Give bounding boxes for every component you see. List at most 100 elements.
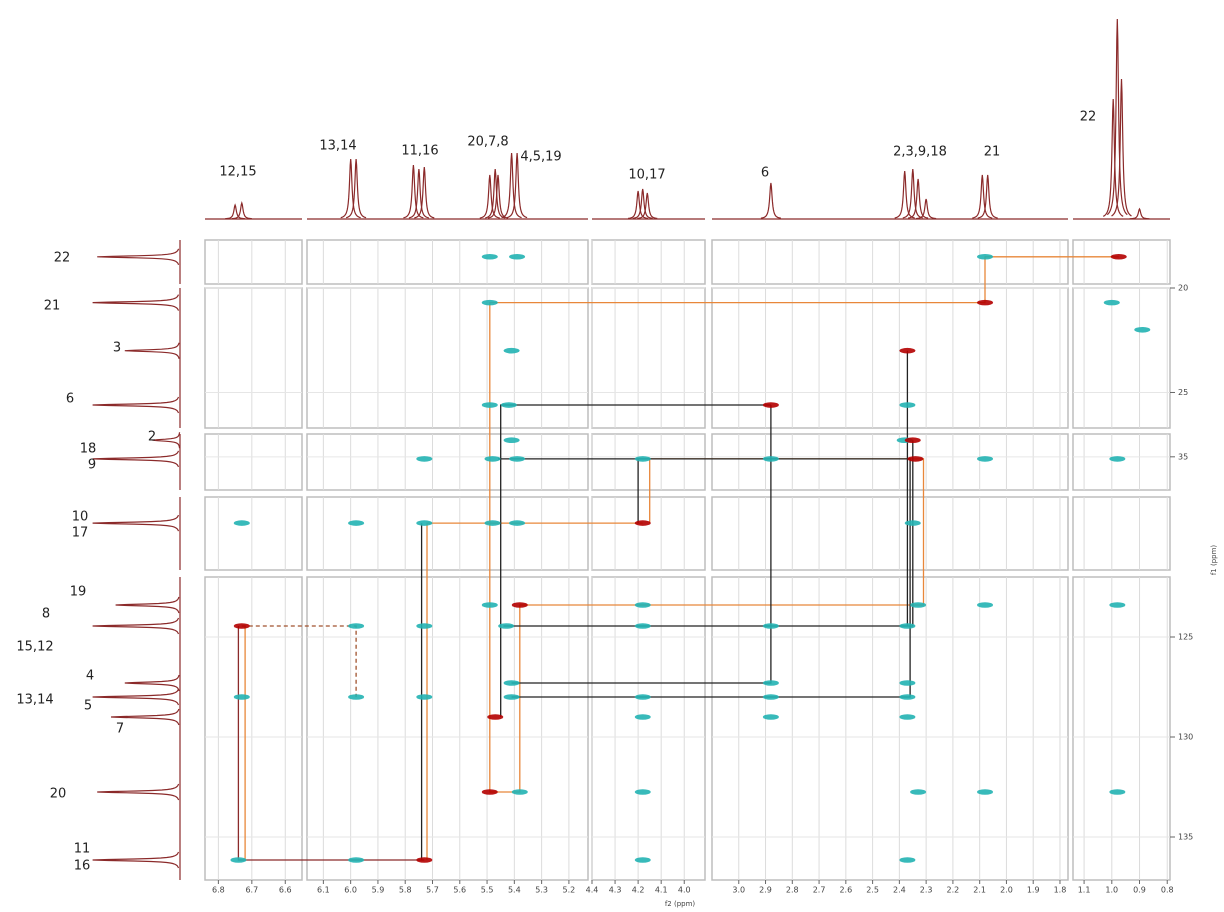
f1-peak: [92, 396, 180, 414]
f2-peak: [637, 192, 658, 219]
cross-peak: [899, 680, 916, 686]
f2-peak: [506, 152, 528, 219]
f1-peak-label: 10: [72, 510, 89, 525]
x-tick-label: 4.1: [655, 886, 668, 895]
f1-peak: [92, 688, 180, 706]
cross-peak: [503, 347, 520, 354]
correlation-path: [498, 458, 911, 698]
x-tick-label: 5.4: [508, 886, 521, 895]
cross-peak: [899, 857, 916, 863]
f1-peak: [92, 294, 180, 311]
correlation-path: [489, 256, 1119, 793]
f2-peak: [403, 164, 424, 219]
panel-frame: [306, 433, 589, 491]
f2-peak: [1129, 207, 1150, 220]
panel-frame: [711, 576, 1069, 881]
panel-frame: [1072, 433, 1171, 491]
cross-peak: [509, 520, 526, 526]
cross-peak: [634, 456, 651, 462]
f2-peak: [972, 174, 993, 219]
cross-peak: [481, 602, 498, 608]
cross-peak: [487, 714, 504, 720]
cross-peak: [899, 714, 916, 720]
panel-frame: [204, 433, 303, 491]
panel-frame: [1072, 239, 1171, 285]
f1-peak: [97, 248, 180, 266]
panel-frame: [306, 239, 589, 285]
cross-peak: [481, 789, 498, 795]
f2-peak: [632, 188, 653, 219]
cross-peak: [503, 437, 520, 444]
x-tick-label: 4.4: [586, 886, 599, 895]
f2-peak: [414, 166, 435, 219]
x-tick-label: 2.7: [813, 886, 826, 895]
f2-peak-label: 10,17: [628, 168, 665, 183]
x-tick-label: 2.4: [893, 886, 906, 895]
x-tick-label: 0.9: [1133, 886, 1146, 895]
x-tick-label: 1.8: [1054, 886, 1067, 895]
cross-peak: [503, 680, 520, 686]
y-tick-label: 25: [1178, 388, 1188, 397]
f1-peak-label: 5: [84, 699, 92, 714]
x-tick-label: 6.7: [245, 886, 258, 895]
cross-peak: [416, 520, 433, 526]
panel-frame: [306, 496, 589, 571]
x-tick-label: 2.2: [947, 886, 960, 895]
cross-peak: [634, 694, 651, 700]
panel-frame: [591, 239, 706, 285]
cross-peak: [762, 694, 779, 700]
panel-frame: [204, 239, 303, 285]
cross-peak: [910, 602, 927, 608]
cross-peak: [416, 623, 433, 629]
cross-peak: [509, 456, 526, 462]
cross-peak: [1110, 253, 1127, 260]
cross-peak: [481, 402, 498, 408]
cross-peak: [233, 520, 250, 526]
f2-peak-label: 22: [1080, 110, 1097, 125]
f1-peak-label: 7: [116, 722, 124, 737]
x-tick-label: 2.3: [920, 886, 933, 895]
f1-peak-label: 4: [86, 669, 94, 684]
cross-peak: [904, 437, 921, 444]
cross-peak: [511, 602, 528, 608]
y-axis-label: f1 (ppm): [1210, 545, 1218, 576]
f2-peak: [1102, 98, 1124, 217]
cross-peak: [481, 299, 498, 306]
x-tick-label: 5.5: [481, 886, 494, 895]
f2-peak: [479, 174, 500, 219]
f2-peak: [1111, 78, 1132, 217]
f2-peak-label: 6: [761, 166, 769, 181]
y-tick-label: 20: [1178, 284, 1188, 293]
panel-frame: [591, 433, 706, 491]
panel-frame: [591, 576, 706, 881]
f2-peak: [902, 168, 923, 219]
f1-peak-label: 8: [42, 607, 50, 622]
panel-frame: [1072, 496, 1171, 571]
f1-peak: [124, 674, 180, 692]
panel-frame: [591, 287, 706, 429]
panel-frame: [1072, 576, 1171, 881]
f2-peak-label: 21: [984, 145, 1001, 160]
cross-peak: [634, 520, 651, 526]
correlation-path: [500, 404, 771, 717]
cross-peak: [416, 857, 433, 863]
f2-peak-label: 20,7,8: [467, 135, 508, 150]
cross-peak: [500, 402, 517, 408]
cross-peak: [348, 623, 365, 629]
panel-frame: [306, 287, 589, 429]
cross-peak: [1134, 326, 1151, 333]
x-tick-label: 2.1: [973, 886, 986, 895]
cross-peak: [233, 694, 250, 700]
f1-peak: [115, 596, 180, 614]
correlation-path: [503, 440, 914, 627]
x-tick-label: 3.0: [732, 886, 745, 895]
x-tick-label: 4.0: [678, 886, 691, 895]
f2-peak-label: 2,3,9,18: [893, 145, 947, 160]
cross-peak: [511, 789, 528, 795]
f2-peak: [501, 152, 522, 219]
cross-peak: [762, 623, 779, 629]
cross-peak: [977, 299, 994, 306]
cross-peak: [907, 456, 924, 462]
x-tick-label: 0.8: [1161, 886, 1174, 895]
